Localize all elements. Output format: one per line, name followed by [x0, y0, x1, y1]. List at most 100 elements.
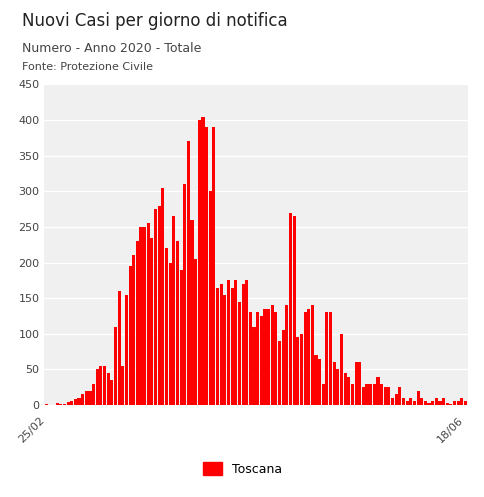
- Bar: [372, 384, 375, 405]
- Bar: [205, 127, 208, 405]
- Bar: [459, 398, 462, 405]
- Bar: [416, 391, 419, 405]
- Bar: [219, 284, 222, 405]
- Bar: [183, 184, 186, 405]
- Bar: [121, 366, 124, 405]
- Bar: [212, 127, 215, 405]
- Bar: [230, 287, 233, 405]
- Bar: [463, 402, 466, 405]
- Text: Nuovi Casi per giorno di notifica: Nuovi Casi per giorno di notifica: [22, 12, 287, 30]
- Bar: [197, 120, 200, 405]
- Bar: [328, 313, 332, 405]
- Bar: [296, 337, 299, 405]
- Bar: [281, 330, 284, 405]
- Bar: [85, 391, 88, 405]
- Bar: [335, 369, 339, 405]
- Bar: [147, 223, 150, 405]
- Bar: [405, 402, 408, 405]
- Bar: [383, 387, 386, 405]
- Bar: [66, 402, 70, 405]
- Bar: [445, 403, 448, 405]
- Bar: [95, 369, 99, 405]
- Bar: [318, 359, 320, 405]
- Bar: [387, 387, 390, 405]
- Bar: [234, 280, 237, 405]
- Bar: [165, 248, 168, 405]
- Bar: [332, 362, 335, 405]
- Bar: [438, 402, 440, 405]
- Bar: [354, 362, 357, 405]
- Bar: [321, 384, 324, 405]
- Bar: [314, 355, 317, 405]
- Bar: [365, 384, 368, 405]
- Bar: [92, 384, 95, 405]
- Bar: [350, 384, 353, 405]
- Bar: [430, 402, 433, 405]
- Bar: [143, 227, 146, 405]
- Bar: [441, 398, 444, 405]
- Bar: [194, 259, 197, 405]
- Bar: [176, 241, 179, 405]
- Bar: [252, 327, 255, 405]
- Bar: [408, 398, 411, 405]
- Bar: [114, 327, 117, 405]
- Bar: [419, 398, 423, 405]
- Bar: [63, 404, 66, 405]
- Bar: [358, 362, 361, 405]
- Bar: [117, 291, 121, 405]
- Bar: [376, 377, 379, 405]
- Bar: [347, 377, 349, 405]
- Bar: [168, 262, 171, 405]
- Bar: [70, 402, 73, 405]
- Bar: [186, 142, 190, 405]
- Bar: [263, 309, 266, 405]
- Bar: [288, 213, 291, 405]
- Bar: [274, 313, 277, 405]
- Bar: [45, 404, 47, 405]
- Bar: [361, 387, 364, 405]
- Bar: [172, 216, 175, 405]
- Bar: [128, 266, 131, 405]
- Bar: [223, 295, 226, 405]
- Bar: [434, 398, 437, 405]
- Text: Numero - Anno 2020 - Totale: Numero - Anno 2020 - Totale: [22, 42, 201, 55]
- Bar: [201, 116, 204, 405]
- Bar: [285, 305, 288, 405]
- Bar: [132, 255, 135, 405]
- Bar: [77, 398, 80, 405]
- Bar: [56, 403, 59, 405]
- Bar: [106, 373, 109, 405]
- Bar: [161, 188, 164, 405]
- Bar: [88, 391, 91, 405]
- Bar: [394, 395, 397, 405]
- Text: Fonte: Protezione Civile: Fonte: Protezione Civile: [22, 62, 152, 72]
- Bar: [412, 402, 415, 405]
- Bar: [310, 305, 313, 405]
- Bar: [292, 216, 295, 405]
- Bar: [237, 302, 241, 405]
- Bar: [81, 395, 84, 405]
- Bar: [423, 402, 426, 405]
- Bar: [277, 341, 281, 405]
- Bar: [270, 305, 273, 405]
- Bar: [390, 398, 393, 405]
- Bar: [397, 387, 401, 405]
- Bar: [139, 227, 142, 405]
- Bar: [110, 380, 113, 405]
- Bar: [245, 280, 248, 405]
- Bar: [157, 206, 160, 405]
- Bar: [426, 403, 430, 405]
- Bar: [339, 334, 342, 405]
- Bar: [179, 270, 182, 405]
- Bar: [343, 373, 346, 405]
- Bar: [325, 313, 328, 405]
- Bar: [227, 280, 229, 405]
- Legend: Toscana: Toscana: [197, 457, 287, 481]
- Bar: [401, 398, 404, 405]
- Bar: [215, 287, 219, 405]
- Bar: [456, 402, 459, 405]
- Bar: [99, 366, 102, 405]
- Bar: [154, 209, 157, 405]
- Bar: [256, 313, 258, 405]
- Bar: [448, 404, 452, 405]
